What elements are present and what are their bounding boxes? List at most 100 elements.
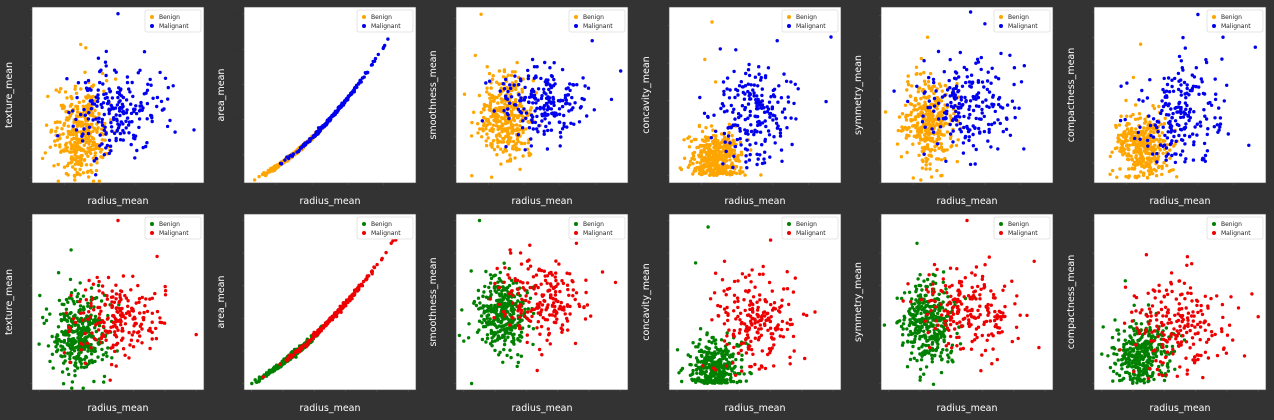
data-point (84, 163, 89, 167)
data-point (509, 109, 514, 114)
data-point (476, 296, 481, 300)
data-point (97, 316, 101, 320)
data-point (136, 71, 140, 75)
data-point (1012, 66, 1017, 70)
scatter-panel-7: 0.0 0.2 0.4 0.6 0.8 1.00.00.20.40.60.81.0radi… (216, 213, 417, 414)
data-point (71, 330, 75, 334)
x-axis-label: radius_mean (936, 196, 997, 207)
data-point (720, 158, 725, 162)
data-point (131, 274, 135, 278)
data-point (112, 300, 117, 304)
data-point (100, 117, 105, 122)
data-point (69, 248, 73, 252)
data-point (372, 59, 377, 63)
data-point (776, 100, 780, 104)
data-point (85, 314, 89, 318)
data-point (499, 140, 504, 144)
data-point (916, 112, 921, 117)
data-point (954, 96, 959, 100)
data-point (700, 138, 705, 142)
data-point (516, 139, 520, 144)
data-point (1148, 78, 1152, 82)
data-point (534, 75, 538, 80)
data-point (1165, 95, 1169, 99)
data-point (1144, 120, 1148, 124)
data-point (108, 118, 113, 122)
data-point (1131, 112, 1135, 117)
data-point (529, 144, 533, 148)
data-point (67, 296, 72, 300)
data-point (521, 154, 525, 158)
data-point (938, 131, 942, 135)
data-point (690, 156, 694, 161)
data-point (720, 102, 725, 106)
data-point (87, 359, 92, 363)
data-point (503, 102, 507, 106)
data-point (1013, 115, 1017, 120)
data-point (89, 286, 94, 290)
data-point (998, 121, 1002, 126)
data-point (921, 159, 925, 164)
data-point (508, 158, 512, 163)
data-point (1139, 143, 1143, 147)
data-point (1123, 129, 1127, 134)
data-point (524, 111, 529, 115)
data-point (42, 321, 46, 325)
data-point (609, 97, 614, 102)
series-malignant (480, 39, 623, 152)
data-point (84, 327, 88, 332)
data-point (1149, 139, 1153, 143)
data-point (149, 114, 154, 118)
data-point (975, 57, 980, 61)
data-point (1185, 91, 1189, 95)
data-point (931, 114, 935, 118)
data-point (86, 301, 90, 305)
data-point (730, 161, 734, 165)
data-point (109, 125, 114, 129)
data-point (99, 299, 104, 303)
data-point (501, 360, 505, 364)
data-point (110, 304, 115, 309)
data-point (566, 86, 570, 90)
data-point (976, 80, 981, 85)
data-point (113, 77, 118, 81)
data-point (1153, 147, 1157, 152)
data-point (86, 317, 90, 321)
data-point (1160, 172, 1164, 177)
data-point (89, 168, 93, 173)
data-point (104, 49, 109, 54)
data-point (155, 95, 160, 100)
data-point (117, 100, 121, 104)
data-point (294, 350, 298, 354)
data-point (760, 87, 764, 91)
data-point (487, 79, 492, 83)
data-point (158, 70, 162, 75)
data-point (778, 127, 783, 132)
data-point (137, 330, 141, 334)
data-point (1217, 106, 1221, 110)
x-axis-label: radius_mean (87, 196, 148, 207)
data-point (99, 155, 103, 159)
data-point (937, 114, 941, 118)
data-point (487, 92, 491, 96)
data-point (89, 301, 93, 305)
data-point (533, 109, 537, 113)
data-point (749, 83, 753, 87)
x-tick-label: 0.4 (98, 393, 108, 400)
data-point (563, 93, 568, 98)
data-point (1134, 127, 1138, 131)
data-point (1119, 114, 1123, 118)
data-point (1140, 155, 1145, 160)
data-point (1164, 101, 1168, 106)
data-point (932, 96, 937, 101)
data-point (957, 111, 961, 115)
data-point (1167, 102, 1171, 106)
data-point (306, 340, 310, 344)
data-point (940, 133, 945, 137)
data-point (488, 108, 493, 113)
data-point (1152, 127, 1156, 131)
data-point (134, 301, 138, 305)
data-point (523, 307, 527, 311)
data-point (98, 69, 102, 74)
